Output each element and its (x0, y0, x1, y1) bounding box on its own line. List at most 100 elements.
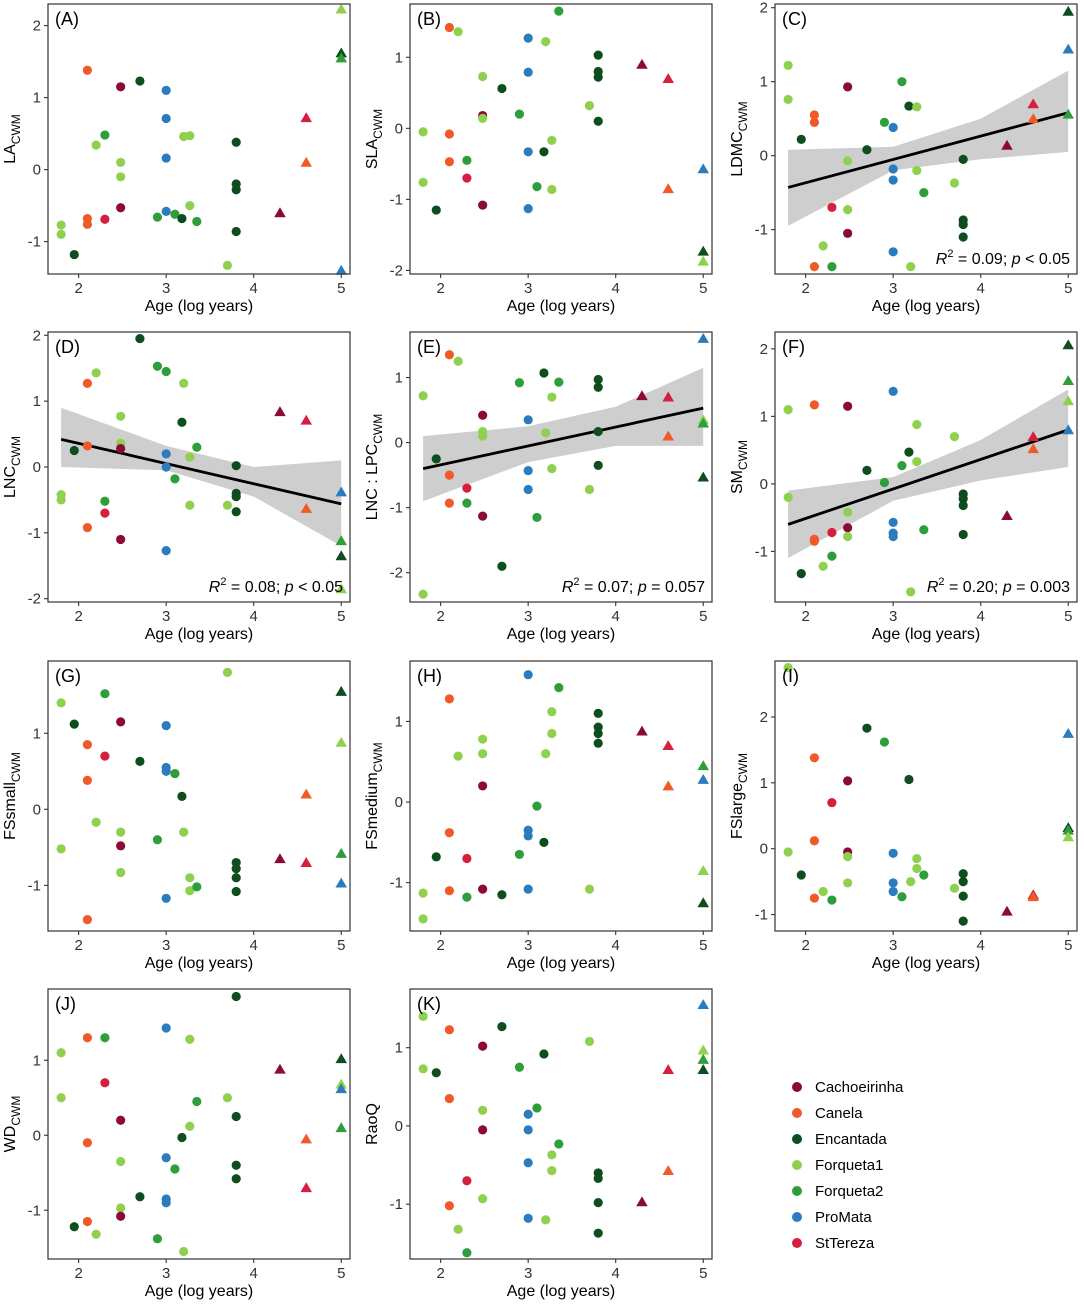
y-tick-label: 0 (33, 459, 41, 476)
data-point (523, 1125, 533, 1135)
data-point (539, 837, 549, 847)
data-point (161, 1153, 171, 1163)
x-axis-title: Age (log years) (145, 1283, 254, 1300)
data-point (231, 991, 241, 1002)
data-point-triangle (697, 865, 710, 875)
data-point (478, 781, 488, 791)
data-point (783, 94, 793, 105)
data-point-triangle (300, 857, 313, 867)
data-point (843, 228, 853, 238)
y-axis-title-sub: CWM (9, 114, 23, 144)
x-tick-label: 5 (1064, 937, 1072, 954)
data-point (809, 262, 819, 272)
data-point (584, 1036, 595, 1047)
legend-label: Forqueta1 (815, 1157, 883, 1174)
data-point (418, 914, 428, 924)
data-point (135, 1192, 145, 1202)
x-tick-label: 3 (524, 1265, 532, 1282)
data-point (462, 1176, 472, 1186)
data-point-triangle (662, 73, 675, 84)
data-point (462, 155, 472, 165)
data-point (888, 164, 898, 174)
data-point (152, 835, 163, 845)
y-tick-label: 1 (395, 713, 403, 730)
data-point (444, 22, 454, 33)
data-point (431, 205, 441, 215)
data-point (161, 546, 171, 556)
y-tick-label: 2 (760, 709, 768, 726)
data-point (843, 156, 853, 166)
y-axis-title-sub: CWM (736, 440, 750, 470)
stats-annotation: R2 = 0.07; p = 0.057 (562, 576, 705, 596)
data-point (116, 841, 126, 851)
y-axis-title-sub: CWM (371, 414, 385, 444)
y-tick-label: 0 (395, 120, 403, 137)
data-point (185, 131, 195, 141)
data-point-triangle (335, 47, 348, 58)
data-point (879, 737, 890, 747)
data-point-triangle (697, 471, 710, 482)
data-point (554, 6, 564, 16)
data-point (514, 109, 525, 119)
legend-marker (792, 1082, 802, 1092)
x-tick-label: 2 (74, 937, 82, 954)
y-tick-label: -1 (755, 543, 768, 560)
data-point (949, 178, 960, 188)
data-point (843, 82, 853, 92)
panel-k: 2 3 4 5 -1 0 1 Age (log years) RaoQ (K) (364, 988, 713, 1300)
legend-label: Canela (815, 1105, 863, 1122)
y-axis-title: FSlargeCWM (729, 753, 750, 839)
data-point (809, 836, 819, 846)
data-point-triangle (300, 112, 313, 123)
panel-label: (I) (782, 666, 799, 686)
data-point (418, 1064, 428, 1074)
data-point-triangle (697, 773, 710, 784)
panel-label: (K) (417, 994, 441, 1014)
x-tick-label: 2 (74, 1265, 82, 1282)
data-point (547, 728, 557, 739)
data-point (231, 873, 241, 883)
data-point-triangle (1001, 905, 1013, 916)
data-point-triangle (697, 1064, 710, 1075)
x-tick-label: 2 (801, 937, 809, 954)
data-point (478, 71, 488, 82)
x-axis-title: Age (log years) (872, 955, 981, 972)
data-point (547, 1150, 557, 1160)
data-point (539, 1049, 549, 1059)
y-axis-title-main: RaoQ (364, 1103, 381, 1145)
y-axis-title-main: WD (2, 1126, 19, 1153)
data-point (418, 1011, 428, 1021)
data-point (431, 1068, 441, 1078)
data-point (532, 1103, 542, 1113)
data-point (912, 165, 922, 176)
data-point (478, 1194, 488, 1204)
data-point (541, 1215, 551, 1225)
data-point (888, 878, 898, 888)
data-point-triangle (662, 430, 675, 441)
data-point (91, 1229, 101, 1239)
panel-label: (J) (55, 994, 76, 1014)
data-point (161, 1023, 171, 1033)
data-point (192, 882, 202, 892)
x-tick-label: 4 (250, 280, 258, 297)
data-point (818, 886, 828, 897)
data-point-triangle (274, 853, 286, 864)
confidence-band (788, 389, 1069, 559)
x-tick-label: 3 (162, 1265, 170, 1282)
data-point-triangle (1062, 424, 1075, 435)
data-point (949, 883, 960, 893)
y-axis-title: LNC : LPCCWM (364, 414, 385, 520)
data-point (897, 77, 907, 87)
y-axis-title-sub: CWM (9, 1096, 23, 1126)
y-tick-label: -1 (28, 877, 41, 894)
y-axis-title-sub: CWM (371, 109, 385, 139)
data-point (554, 1139, 564, 1149)
data-point (478, 431, 488, 441)
data-point (418, 589, 428, 599)
y-tick-label: 1 (395, 49, 403, 66)
data-point (809, 117, 819, 127)
data-point (541, 749, 551, 759)
panel-i: 2 3 4 5 -1 0 1 2 Age (log years) FSlargeCWM (I) (729, 660, 1078, 972)
data-point-triangle (335, 877, 348, 888)
data-point (444, 350, 454, 360)
